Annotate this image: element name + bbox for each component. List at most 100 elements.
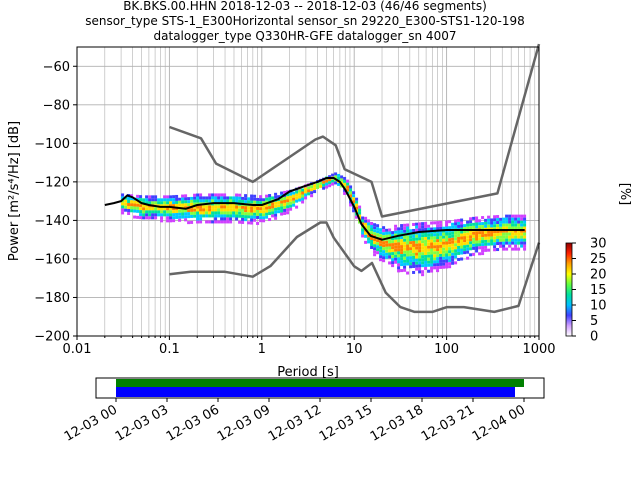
density-cell <box>508 238 512 242</box>
density-cell <box>364 216 368 220</box>
density-cell <box>214 220 218 224</box>
density-cell <box>181 197 185 201</box>
density-cell <box>268 197 272 201</box>
density-cell <box>292 197 296 201</box>
density-cell <box>451 252 455 256</box>
density-cell <box>445 229 449 233</box>
density-cell <box>139 207 143 211</box>
density-cell <box>424 242 428 246</box>
density-cell <box>523 235 527 239</box>
density-cell <box>493 233 497 237</box>
density-cell <box>463 236 467 240</box>
density-cell <box>382 232 386 236</box>
density-cell <box>502 247 506 251</box>
density-cell <box>235 208 239 212</box>
density-cell <box>241 199 245 203</box>
density-cell <box>142 210 146 214</box>
density-cell <box>157 198 161 202</box>
density-cell <box>463 251 467 255</box>
density-cell <box>490 230 494 234</box>
density-cell <box>265 194 269 198</box>
density-cell <box>166 213 170 217</box>
density-cell <box>487 233 491 237</box>
density-cell <box>406 259 410 263</box>
density-cell <box>520 229 524 233</box>
density-cell <box>205 220 209 224</box>
density-cell <box>328 181 332 185</box>
density-cell <box>484 224 488 228</box>
density-cell <box>274 201 278 205</box>
density-cell <box>508 217 512 221</box>
density-cell <box>304 190 308 194</box>
density-cell <box>517 232 521 236</box>
density-cell <box>298 195 302 199</box>
density-cell <box>409 235 413 239</box>
density-cell <box>178 197 182 201</box>
density-cell <box>280 197 284 201</box>
density-cell <box>430 239 434 243</box>
density-cell <box>226 220 230 224</box>
density-cell <box>520 220 524 224</box>
density-cell <box>514 214 518 218</box>
density-cell <box>511 235 515 239</box>
density-cell <box>283 196 287 200</box>
density-cell <box>130 203 134 207</box>
density-cell <box>388 237 392 241</box>
density-cell <box>211 211 215 215</box>
density-cell <box>361 216 365 220</box>
density-cell <box>205 208 209 212</box>
density-cell <box>439 241 443 245</box>
density-cell <box>217 193 221 197</box>
density-cell <box>445 259 449 263</box>
density-cell <box>223 208 227 212</box>
density-cell <box>133 209 137 213</box>
density-cell <box>388 246 392 250</box>
density-cell <box>520 241 524 245</box>
timeline-tick-label: 12-03 12 <box>266 402 324 444</box>
density-cell <box>484 245 488 249</box>
density-cell <box>277 204 281 208</box>
density-cell <box>490 227 494 231</box>
density-cell <box>517 238 521 242</box>
density-cell <box>196 220 200 224</box>
density-cell <box>181 215 185 219</box>
density-cell <box>346 182 350 186</box>
density-cell <box>289 195 293 199</box>
density-cell <box>424 245 428 249</box>
density-cell <box>136 200 140 204</box>
density-cell <box>172 207 176 211</box>
density-cell <box>133 203 137 207</box>
density-cell <box>208 199 212 203</box>
density-cell <box>412 246 416 250</box>
density-cell <box>397 227 401 231</box>
density-cell <box>268 194 272 198</box>
density-cell <box>169 198 173 202</box>
density-cell <box>262 219 266 223</box>
density-cell <box>247 209 251 213</box>
density-cell <box>370 227 374 231</box>
density-cell <box>391 231 395 235</box>
density-cell <box>139 195 143 199</box>
density-cell <box>352 200 356 204</box>
density-cell <box>517 223 521 227</box>
density-cell <box>142 216 146 220</box>
density-cell <box>349 194 353 198</box>
density-cell <box>436 224 440 228</box>
density-cell <box>187 209 191 213</box>
density-cell <box>439 247 443 251</box>
density-cell <box>397 242 401 246</box>
density-cell <box>466 235 470 239</box>
density-cell <box>361 219 365 223</box>
density-cell <box>448 226 452 230</box>
density-cell <box>487 215 491 219</box>
density-cell <box>454 222 458 226</box>
density-cell <box>433 233 437 237</box>
density-cell <box>499 232 503 236</box>
density-cell <box>502 217 506 221</box>
density-cell <box>241 205 245 209</box>
density-cell <box>295 205 299 209</box>
density-cell <box>247 197 251 201</box>
density-cell <box>241 217 245 221</box>
density-cell <box>343 179 347 183</box>
density-cell <box>454 261 458 265</box>
